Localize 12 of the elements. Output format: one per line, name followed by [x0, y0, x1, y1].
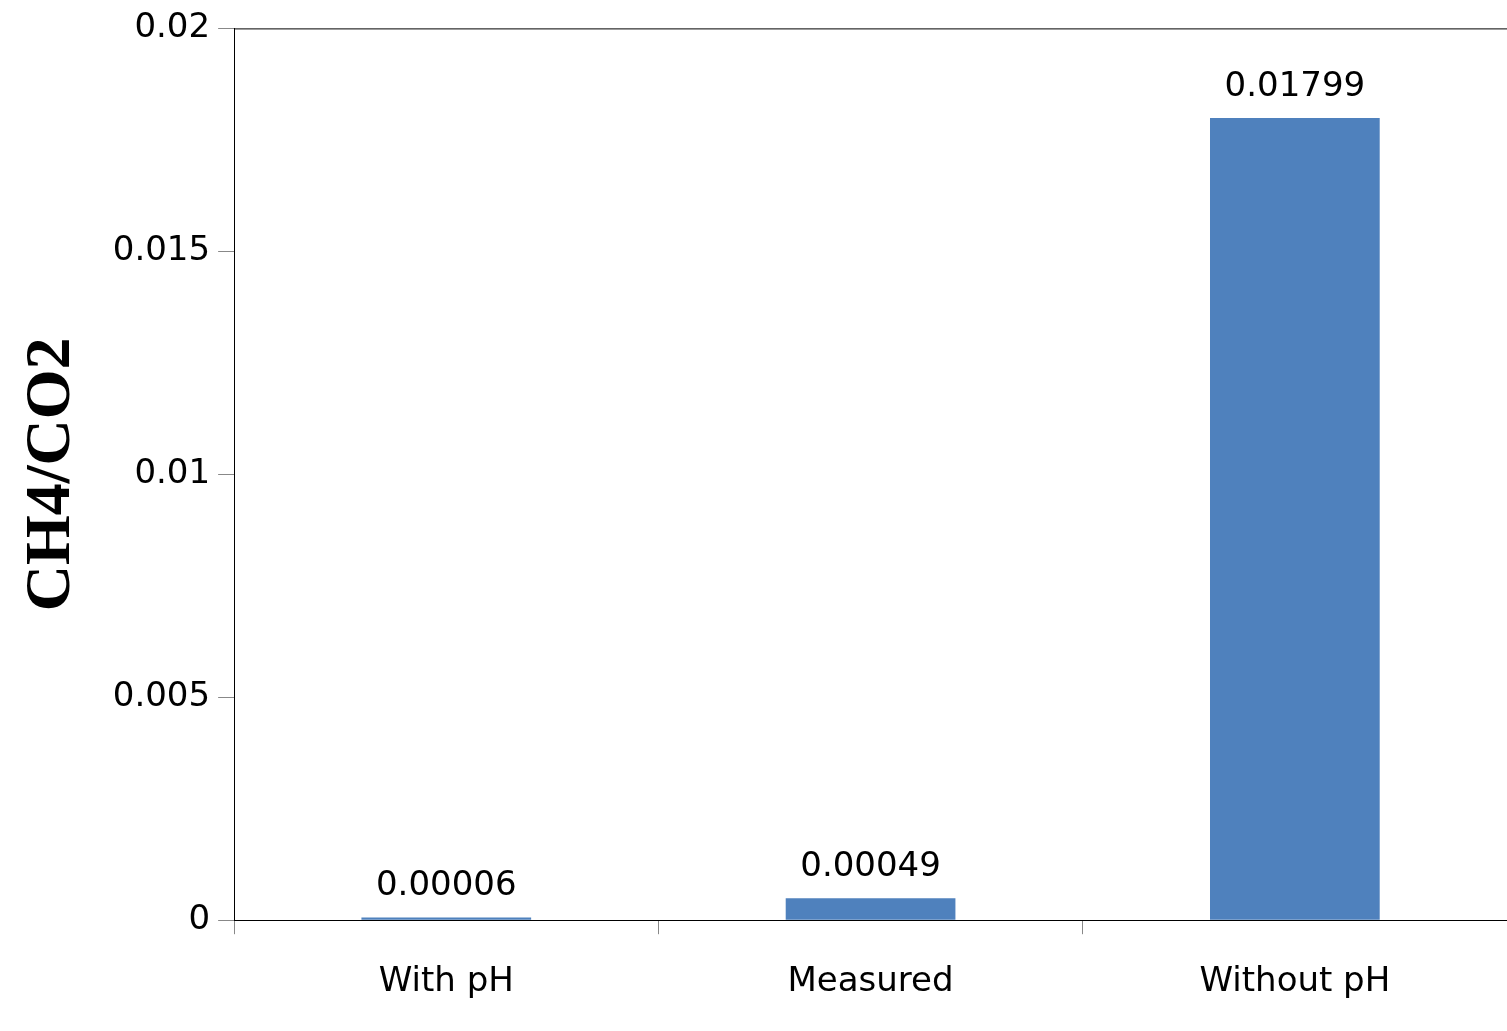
data-label: 0.00049 [800, 844, 941, 885]
y-axis-title: CH4/CO2 [11, 337, 83, 612]
x-tick-label: With pH [378, 959, 514, 1000]
data-label: 0.01799 [1224, 63, 1366, 104]
y-tick-label: 0 [188, 897, 211, 938]
y-tick-label: 0.02 [134, 5, 211, 46]
data-label: 0.00006 [375, 863, 517, 904]
y-tick-label: 0.005 [112, 674, 211, 715]
y-tick-label: 0.015 [112, 228, 211, 269]
x-tick-label: Measured [787, 959, 954, 1000]
x-tick-label: Without pH [1199, 959, 1391, 1000]
y-tick-label: 0.01 [134, 451, 211, 492]
